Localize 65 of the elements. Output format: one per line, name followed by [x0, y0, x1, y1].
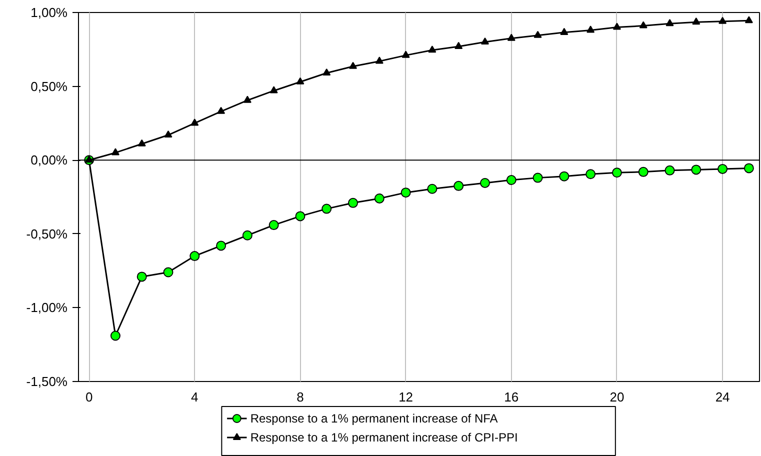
point — [692, 18, 700, 25]
point — [664, 165, 675, 176]
point — [744, 16, 753, 24]
point — [559, 171, 570, 182]
x-tick-label: 12 — [398, 390, 414, 404]
point — [216, 240, 226, 251]
x-tick-label: 8 — [296, 390, 304, 404]
point — [506, 175, 516, 186]
point — [374, 193, 384, 204]
point — [427, 184, 438, 194]
x-tick-label: 16 — [504, 390, 519, 404]
y-tick-label: 0,50% — [30, 78, 68, 94]
point — [428, 46, 436, 53]
point — [534, 30, 542, 38]
point — [638, 166, 648, 177]
point — [295, 211, 306, 222]
point — [400, 188, 411, 198]
point — [560, 28, 568, 35]
legend-label: Response to a 1% permanent increase of NFA — [250, 412, 498, 426]
y-tick-label: -0,50% — [26, 226, 68, 242]
y-tick-label: -1,00% — [26, 300, 68, 316]
point — [136, 272, 147, 282]
x-tick-label: 0 — [85, 390, 93, 404]
point — [190, 118, 199, 126]
point — [612, 22, 621, 30]
point — [480, 37, 489, 45]
point — [454, 180, 464, 191]
point — [270, 86, 278, 94]
point — [268, 220, 279, 230]
point — [164, 130, 172, 138]
point — [532, 172, 543, 183]
point — [691, 164, 702, 175]
point — [110, 330, 120, 341]
point — [322, 68, 331, 76]
point — [612, 168, 622, 178]
point — [296, 77, 304, 84]
point — [666, 19, 674, 26]
point — [322, 204, 332, 214]
point — [402, 50, 410, 58]
x-tick-label: 20 — [610, 390, 624, 404]
point — [242, 230, 252, 240]
point — [586, 26, 595, 33]
point — [507, 34, 516, 41]
y-tick-label: -1,50% — [26, 374, 68, 389]
point — [480, 178, 490, 188]
y-tick-label: 0,00% — [30, 152, 68, 168]
y-tick-label: 1,00% — [30, 5, 68, 20]
point — [639, 21, 648, 28]
point — [349, 62, 358, 69]
point — [586, 169, 596, 180]
point — [243, 96, 252, 103]
point — [111, 148, 120, 156]
x-tick-label: 4 — [191, 390, 198, 404]
point — [190, 251, 200, 262]
point — [454, 42, 463, 49]
legend-label: Response to a 1% permanent increase of CPI-PPI — [250, 430, 518, 444]
point — [718, 16, 727, 24]
point — [744, 163, 754, 174]
x-tick-label: 24 — [715, 390, 730, 404]
point — [718, 164, 728, 174]
point — [348, 198, 358, 208]
point — [375, 56, 384, 64]
point — [138, 139, 146, 146]
point — [163, 267, 174, 278]
point — [217, 106, 226, 114]
